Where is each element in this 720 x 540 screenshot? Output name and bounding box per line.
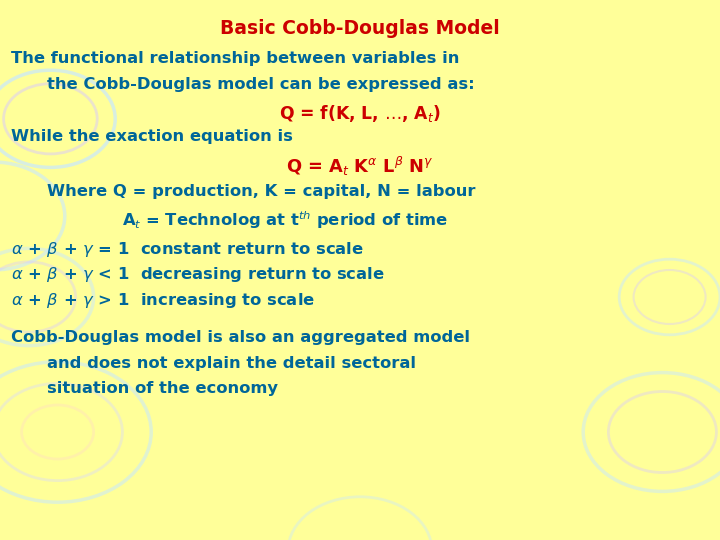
Text: Q = A$_t$ K$^{\alpha}$ L$^{\beta}$ N$^{\gamma}$: Q = A$_t$ K$^{\alpha}$ L$^{\beta}$ N$^{\… (287, 154, 433, 178)
Text: Q = f(K, L, $\ldots$, A$_t$): Q = f(K, L, $\ldots$, A$_t$) (279, 103, 441, 124)
Text: The functional relationship between variables in: The functional relationship between vari… (11, 51, 459, 66)
Text: situation of the economy: situation of the economy (47, 381, 278, 396)
Text: and does not explain the detail sectoral: and does not explain the detail sectoral (47, 356, 416, 371)
Text: A$_t$ = Technolog at t$^{th}$ period of time: A$_t$ = Technolog at t$^{th}$ period of … (122, 209, 449, 231)
Text: Cobb-Douglas model is also an aggregated model: Cobb-Douglas model is also an aggregated… (11, 330, 470, 346)
Text: While the exaction equation is: While the exaction equation is (11, 129, 292, 144)
Text: $\alpha$ + $\beta$ + $\gamma$ < 1  decreasing return to scale: $\alpha$ + $\beta$ + $\gamma$ < 1 decrea… (11, 265, 384, 284)
Text: Where Q = production, K = capital, N = labour: Where Q = production, K = capital, N = l… (47, 184, 475, 199)
Text: $\alpha$ + $\beta$ + $\gamma$ > 1  increasing to scale: $\alpha$ + $\beta$ + $\gamma$ > 1 increa… (11, 291, 315, 309)
Text: the Cobb-Douglas model can be expressed as:: the Cobb-Douglas model can be expressed … (47, 77, 474, 92)
Text: $\alpha$ + $\beta$ + $\gamma$ = 1  constant return to scale: $\alpha$ + $\beta$ + $\gamma$ = 1 consta… (11, 240, 364, 259)
Text: Basic Cobb-Douglas Model: Basic Cobb-Douglas Model (220, 19, 500, 38)
